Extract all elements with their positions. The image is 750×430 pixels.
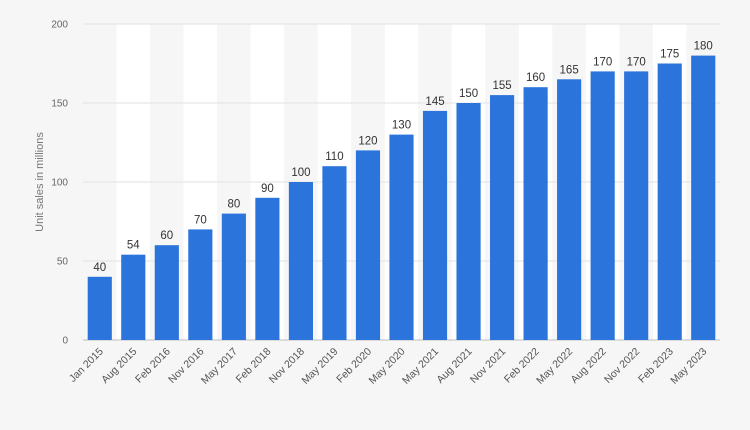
x-tick-label: May 2017	[199, 346, 240, 387]
x-tick-label: Aug 2022	[568, 346, 608, 386]
data-label: 40	[93, 262, 106, 274]
y-tick-label: 50	[57, 257, 69, 268]
y-axis-ticks: 0 50 100 150 200	[51, 20, 68, 347]
bar[interactable]	[188, 229, 213, 340]
bar[interactable]	[624, 71, 649, 341]
x-tick-label: May 2021	[400, 346, 441, 387]
bar[interactable]	[288, 182, 313, 340]
bar[interactable]	[422, 110, 448, 341]
data-label: 90	[261, 183, 274, 195]
data-label: 54	[127, 240, 140, 252]
bar[interactable]	[389, 134, 414, 340]
data-label: 170	[627, 56, 646, 68]
data-label: 155	[492, 80, 511, 92]
data-label: 120	[358, 135, 377, 147]
x-tick-label: May 2023	[668, 346, 709, 387]
y-tick-label: 0	[62, 336, 68, 347]
bar[interactable]	[221, 213, 246, 340]
y-tick-label: 200	[51, 20, 68, 31]
x-tick-label: Aug 2021	[434, 346, 474, 386]
data-labels: 40 54 60 70 80 90 100 110 120 130 145 150 155 160 165 1…	[93, 41, 712, 274]
data-label: 70	[194, 214, 207, 226]
data-label: 150	[459, 88, 478, 100]
x-tick-label: Nov 2021	[468, 346, 508, 386]
y-tick-label: 100	[51, 178, 68, 189]
bar[interactable]	[557, 79, 582, 341]
bar[interactable]	[691, 55, 716, 340]
bar[interactable]	[154, 245, 179, 340]
x-tick-label: Aug 2015	[99, 346, 139, 386]
data-label: 145	[425, 96, 444, 108]
bar[interactable]	[590, 71, 615, 341]
bar[interactable]	[255, 197, 280, 340]
data-label: 170	[593, 56, 612, 68]
bar[interactable]	[322, 166, 347, 340]
x-tick-label: May 2019	[299, 346, 340, 387]
data-label: 80	[227, 199, 240, 211]
y-axis-label: Unit sales in millions	[34, 132, 46, 232]
data-label: 160	[526, 72, 545, 84]
y-tick-label: 150	[51, 99, 68, 110]
bar[interactable]	[456, 103, 481, 340]
data-label: 165	[560, 64, 579, 76]
bar[interactable]	[523, 87, 548, 340]
bar[interactable]	[355, 150, 381, 340]
bar[interactable]	[121, 254, 146, 340]
bars	[87, 55, 716, 341]
x-tick-label: Nov 2022	[602, 346, 642, 386]
data-label: 175	[660, 49, 679, 61]
bar[interactable]	[657, 63, 682, 341]
data-label: 130	[392, 120, 411, 132]
data-label: 100	[291, 167, 310, 179]
bar[interactable]	[87, 276, 112, 340]
data-label: 110	[325, 151, 343, 163]
x-tick-label: May 2022	[534, 346, 575, 387]
data-label: 180	[694, 41, 713, 53]
data-label: 60	[160, 230, 173, 242]
bar[interactable]	[490, 95, 515, 340]
